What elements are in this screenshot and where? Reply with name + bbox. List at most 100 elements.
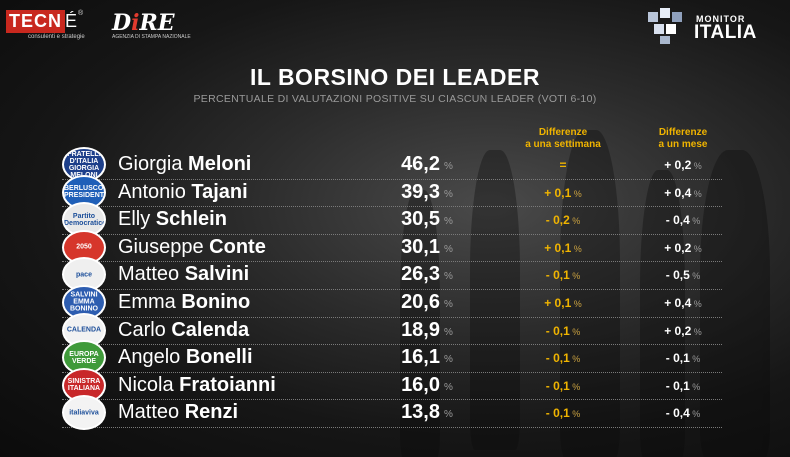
tecne-logo-rest: É (65, 11, 79, 31)
month-difference: + 0,2 % (628, 324, 738, 338)
month-difference: + 0,4 % (628, 186, 738, 200)
week-difference-value: - 0,2 (545, 213, 570, 228)
party-logo-text: SINISTRA ITALIANA (67, 378, 101, 393)
week-difference-percent: % (571, 243, 582, 254)
approval-value: 20,6 (401, 290, 440, 313)
week-difference-value: - 0,1 (545, 268, 570, 283)
dire-logo: DiRE AGENZIA DI STAMPA NAZIONALE (112, 10, 191, 40)
dire-logo-i: i (131, 10, 140, 36)
leader-first-name: Nicola (118, 373, 180, 396)
cubes-icon (648, 8, 682, 44)
approval-value: 16,0 (401, 373, 440, 396)
week-difference-percent: % (569, 354, 581, 365)
party-logo-text: EUROPA VERDE (69, 350, 99, 365)
table-row: EUROPA VERDE Angelo Bonelli 16,1% - 0,1 % - … (62, 340, 722, 376)
column-header-week-line2: a una settimana (525, 139, 601, 150)
week-difference-value: - 0,1 (545, 351, 570, 366)
approval-percent-sign: % (444, 298, 453, 310)
week-difference: - 0,2 % (508, 213, 618, 227)
approval-value: 18,9 (401, 318, 440, 341)
month-difference-value: + 0,2 (664, 323, 692, 338)
tecne-logo-box: TECN (6, 10, 65, 33)
dire-logo-d: D (112, 10, 132, 36)
month-difference: - 0,1 % (628, 379, 738, 393)
month-difference-percent: % (691, 188, 702, 199)
tecne-reg: ® (78, 10, 84, 17)
table-row: CALENDA Carlo Calenda 18,9% - 0,1 % + 0,2 % (62, 312, 722, 348)
month-difference: - 0,4 % (628, 213, 738, 227)
month-difference-value: - 0,4 (665, 213, 690, 228)
leader-last-name: Tajani (191, 180, 248, 203)
week-difference: - 0,1 % (508, 379, 618, 393)
month-difference: + 0,2 % (628, 241, 738, 255)
dire-logo-re: RE (139, 10, 175, 36)
leader-name: Nicola Fratoianni (118, 374, 276, 397)
month-difference-percent: % (689, 381, 701, 392)
party-logo-text: Partito Democratico (64, 212, 106, 227)
table-row: SALVINI EMMA BONINO Emma Bonino 20,6% + 0,1… (62, 284, 722, 320)
approval-percent-sign: % (444, 188, 453, 200)
leader-last-name: Bonelli (185, 346, 253, 369)
leader-last-name: Meloni (188, 153, 252, 175)
approval-percent-sign: % (444, 216, 453, 228)
week-difference-value: + 0,1 (544, 240, 572, 255)
leader-first-name: Giorgia (118, 153, 189, 175)
week-difference-percent: % (571, 188, 582, 199)
table-row: italiaviva Matteo Renzi 13,8% - 0,1 % - 0,4 … (62, 395, 722, 431)
table-row: FRATELLI D'ITALIA GIORGIA MELONIGiorgia … (62, 147, 722, 182)
party-logo-text: 2050 (76, 243, 92, 251)
approval-percent-sign: % (444, 354, 453, 366)
column-header-month-line2: a un mese (658, 139, 708, 150)
column-header-week: Differenze a una settimana (508, 127, 618, 151)
table-row: SINISTRA ITALIANA Nicola Fratoianni 16,0% -… (62, 367, 722, 403)
week-difference-value: - 0,1 (545, 406, 570, 421)
column-header-week-line1: Differenze (538, 127, 588, 138)
month-difference: + 0,4 % (628, 296, 738, 310)
leader-name: Elly Schlein (118, 208, 227, 231)
week-difference: + 0,1 % (508, 241, 618, 255)
leader-name: Giuseppe Conte (118, 236, 266, 259)
month-difference-value: + 0,4 (664, 295, 692, 310)
page-subtitle: PERCENTUALE DI VALUTAZIONI POSITIVE SU C… (193, 93, 597, 105)
approval-value: 39,3 (401, 180, 440, 203)
monitor-italia-logo: MONITOR ITALIA (644, 6, 774, 46)
column-header-month: Differenze a un mese (628, 127, 738, 151)
leader-last-name: Conte (209, 235, 266, 258)
approval-percent-sign: % (444, 409, 453, 421)
approval-value: 26,3 (401, 263, 440, 286)
leader-name: Emma Bonino (118, 291, 250, 314)
week-difference: - 0,1 % (508, 268, 618, 282)
month-difference: - 0,4 % (628, 406, 738, 420)
month-difference-percent: % (689, 409, 701, 420)
week-difference-value: - 0,1 (545, 378, 570, 393)
week-difference-percent: % (569, 409, 581, 420)
week-difference-value: - 0,1 (545, 323, 570, 338)
month-difference-percent: % (689, 271, 701, 282)
party-logo-icon: italiaviva (62, 395, 106, 431)
party-logo-text: italiaviva (69, 409, 99, 417)
month-difference-percent: % (691, 298, 702, 309)
table-row: BERLUSCONI PRESIDENTE Antonio Tajani 39,3%… (62, 174, 722, 210)
leader-first-name: Angelo (118, 346, 186, 369)
week-difference-percent: % (569, 271, 581, 282)
leader-first-name: Matteo (118, 401, 185, 424)
leader-table: FRATELLI D'ITALIA GIORGIA MELONIGiorgia … (62, 147, 722, 431)
approval-percent-sign: % (444, 326, 453, 338)
month-difference-value: + 0,2 (664, 240, 692, 255)
table-row: Partito Democratico Elly Schlein 30,5% - 0,… (62, 202, 722, 238)
month-difference-value: - 0,4 (665, 406, 690, 421)
approval-value: 30,1 (401, 235, 440, 258)
leader-last-name: Fratoianni (179, 373, 276, 396)
leader-first-name: Giuseppe (118, 235, 210, 258)
table-row: pace Matteo Salvini 26,3% - 0,1 % - 0,5 % (62, 257, 722, 293)
leader-name: Antonio Tajani (118, 181, 248, 204)
party-logo-text: pace (76, 271, 92, 279)
month-difference-value: + 0,4 (664, 185, 692, 200)
leader-name: Matteo Renzi (118, 401, 238, 424)
week-difference: = (508, 158, 618, 172)
week-difference-percent: % (571, 298, 582, 309)
approval-percent-sign: % (444, 381, 453, 393)
leader-last-name: Salvini (184, 263, 250, 286)
week-difference-percent: % (569, 326, 581, 337)
